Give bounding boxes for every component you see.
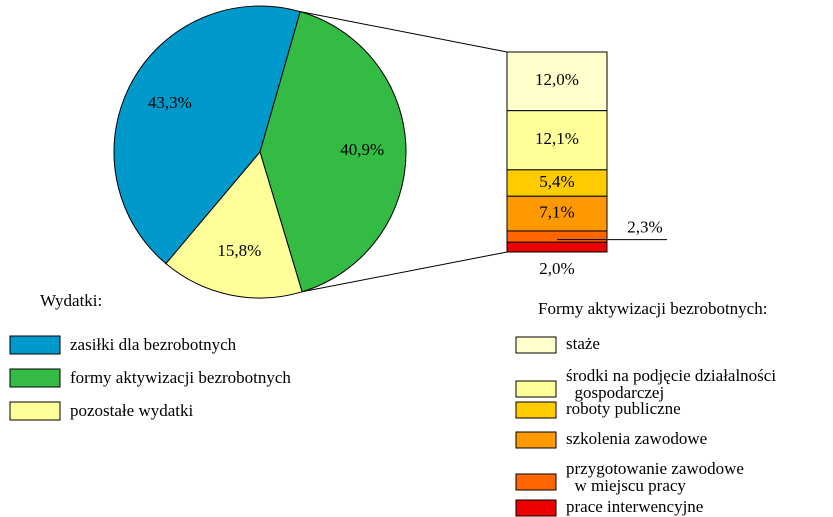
bar-label: 12,1%: [535, 129, 579, 148]
bar-label: 5,4%: [539, 172, 574, 191]
legend-swatch: [515, 431, 557, 449]
legend-label: pozostałe wydatki: [70, 401, 194, 420]
legend-label: szkolenia zawodowe: [566, 429, 708, 448]
legend-swatch: [515, 380, 557, 398]
slice-label: 40,9%: [340, 140, 384, 159]
pie-slice: [259, 11, 407, 293]
pie-slice: [165, 150, 303, 299]
legend-label: środki na podjęcie działalności gospodar…: [566, 366, 777, 402]
pie-slice: [113, 5, 301, 265]
legend-label: staże: [566, 334, 600, 353]
bar-segment: [506, 110, 608, 171]
connector: [300, 11, 508, 53]
legend-label: formy aktywizacji bezrobotnych: [70, 368, 291, 387]
slice-label: 15,8%: [217, 241, 261, 260]
bar-label: 12,0%: [535, 70, 579, 89]
legend-label: prace interwencyjne: [566, 497, 704, 516]
bar-segment: [506, 241, 608, 253]
bar-label: 2,3%: [627, 218, 662, 237]
legend-title: Wydatki:: [40, 291, 103, 310]
connector: [302, 251, 508, 293]
slice-label: 43,3%: [148, 93, 192, 112]
legend-swatch: [515, 499, 557, 517]
legend-swatch: [9, 368, 61, 388]
legend-swatch: [515, 401, 557, 419]
legend-label: roboty publiczne: [566, 399, 681, 418]
bar-segment: [506, 51, 608, 112]
legend-label: zasiłki dla bezrobotnych: [70, 335, 237, 354]
bar-label: 7,1%: [539, 203, 574, 222]
legend-swatch: [515, 336, 557, 354]
legend-title: Formy aktywizacji bezrobotnych:: [538, 299, 768, 318]
legend-swatch: [9, 335, 61, 355]
legend-swatch: [9, 401, 61, 421]
legend-label: przygotowanie zawodowe w miejscu pracy: [566, 459, 744, 495]
bar-segment: [506, 230, 608, 243]
bar-label: 2,0%: [539, 259, 574, 278]
legend-swatch: [515, 473, 557, 491]
